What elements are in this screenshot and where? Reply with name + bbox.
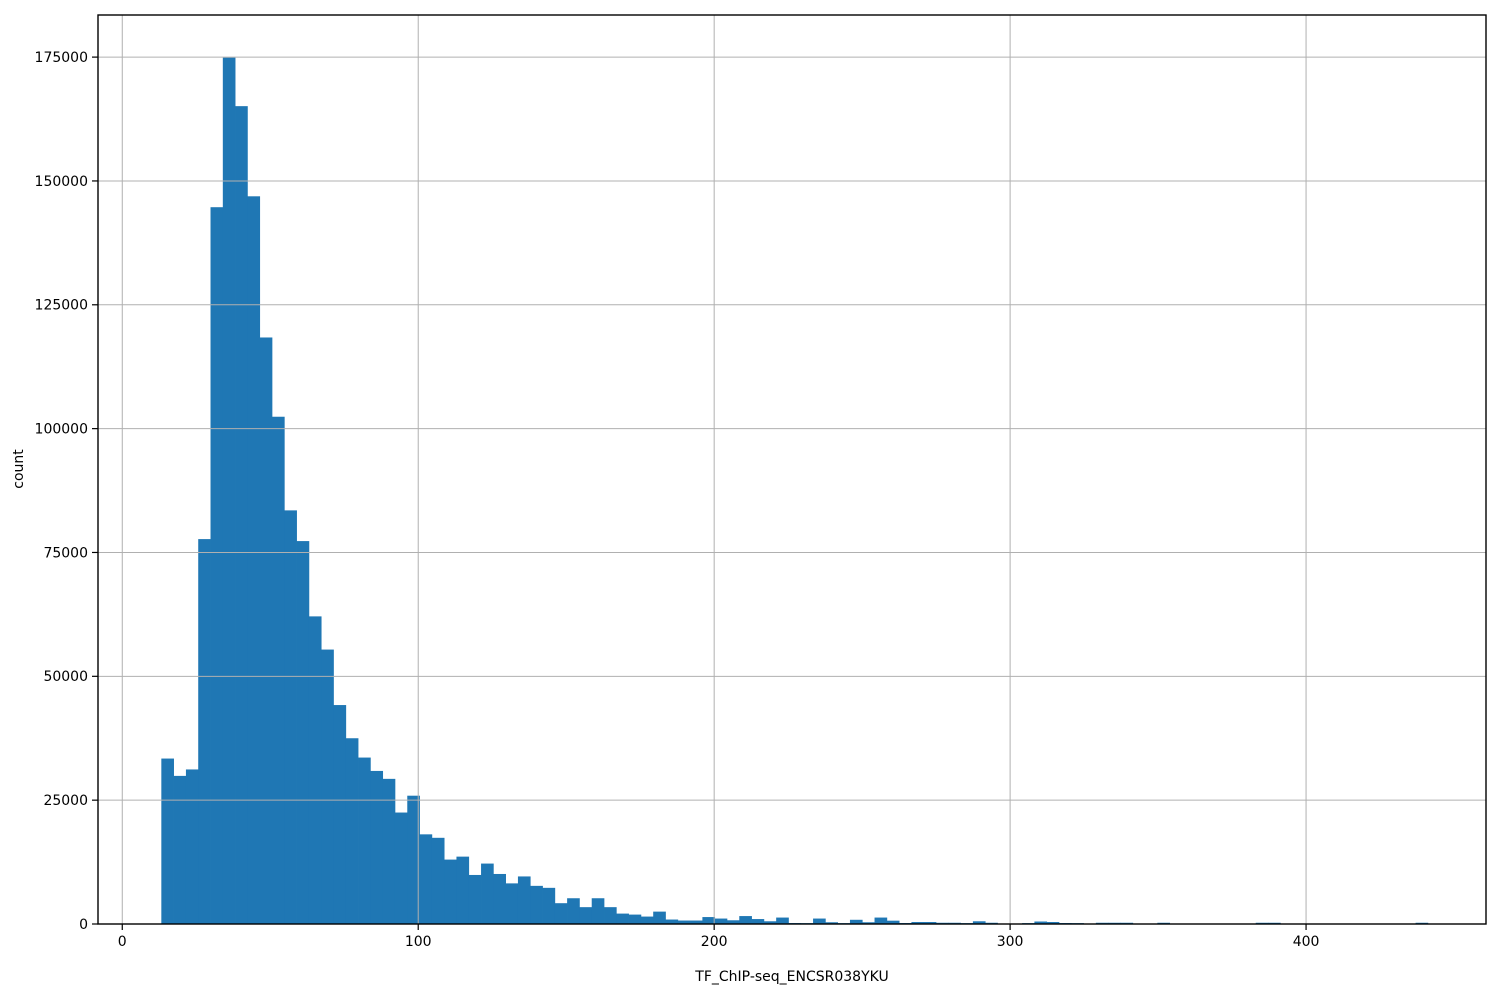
histogram-bar <box>370 770 384 924</box>
y-axis-label: count <box>11 449 27 489</box>
y-tick-label: 150000 <box>35 174 88 190</box>
axis-tick-labels: 0 100 200 300 400 0 25000 50000 75000 100000 12500… <box>35 50 1320 950</box>
x-tick-label: 0 <box>118 934 127 950</box>
histogram-bar <box>358 757 371 924</box>
histogram-bar <box>161 758 174 924</box>
histogram-bar <box>222 57 236 925</box>
y-tick-label: 50000 <box>43 669 88 685</box>
histogram-bars <box>161 57 1429 925</box>
histogram-bar <box>296 541 310 924</box>
histogram-bar <box>481 863 494 924</box>
histogram-bar <box>321 649 334 924</box>
histogram-bar <box>333 705 347 924</box>
y-tick-label: 125000 <box>35 298 88 314</box>
histogram-bar <box>911 922 925 924</box>
histogram-bar <box>185 769 199 924</box>
histogram-bar <box>517 876 531 924</box>
x-tick-label: 300 <box>997 934 1024 950</box>
y-tick-label: 100000 <box>35 421 88 437</box>
histogram-bar <box>542 887 556 924</box>
y-tick-label: 25000 <box>43 793 88 809</box>
histogram-bar <box>431 837 445 924</box>
x-tick-label: 400 <box>1293 934 1320 950</box>
histogram-bar <box>579 907 593 924</box>
x-tick-label: 100 <box>405 934 432 950</box>
histogram-bar <box>825 922 838 924</box>
histogram-bar <box>628 914 642 924</box>
histogram-bar <box>726 920 740 924</box>
histogram-bar <box>653 911 666 924</box>
histogram-bar <box>616 913 629 924</box>
histogram-bar <box>493 873 506 924</box>
histogram-bar <box>407 795 420 924</box>
histogram-bar <box>272 416 285 924</box>
histogram-bar <box>739 916 752 924</box>
histogram-bar <box>874 917 888 924</box>
histogram-bar <box>972 921 986 924</box>
histogram-bar <box>505 883 519 924</box>
plot-spines <box>97 14 1487 925</box>
histogram-bar <box>677 920 691 924</box>
histogram-bar <box>394 812 408 924</box>
histogram-bar <box>923 922 937 924</box>
histogram-bar <box>444 859 457 924</box>
x-axis-label: TF_ChIP-seq_ENCSR038YKU <box>694 969 888 985</box>
axis-ticks <box>92 56 1307 930</box>
histogram-bar <box>345 738 359 924</box>
y-tick-label: 0 <box>79 917 88 933</box>
histogram-bar <box>259 337 273 925</box>
histogram-bar <box>813 918 826 924</box>
histogram-bar <box>1034 921 1048 924</box>
histogram-bar <box>665 919 679 924</box>
histogram-bar <box>1046 922 1060 924</box>
histogram-bar <box>604 907 617 924</box>
histogram-bar <box>849 919 863 924</box>
histogram-bar <box>690 920 703 924</box>
gridlines <box>98 15 1486 925</box>
histogram-bar <box>640 916 654 924</box>
histogram-bar <box>567 898 580 924</box>
plot-border <box>97 14 1487 925</box>
y-tick-label: 75000 <box>43 545 88 561</box>
histogram-bar <box>198 539 211 924</box>
histogram-bar <box>173 775 187 924</box>
histogram-bar <box>284 510 297 924</box>
histogram-bar <box>554 903 568 924</box>
histogram-bar <box>247 196 261 925</box>
histogram-bar <box>468 874 482 924</box>
histogram-bar <box>308 616 322 924</box>
histogram-bar <box>382 778 396 924</box>
histogram-bar <box>886 920 900 924</box>
y-tick-label: 175000 <box>35 50 88 66</box>
histogram-bar <box>862 922 875 924</box>
histogram-bar <box>702 917 716 924</box>
histogram-bar <box>591 898 605 924</box>
histogram-bar <box>763 921 777 924</box>
histogram-bar <box>235 106 248 924</box>
histogram-bar <box>751 919 765 924</box>
histogram-bar <box>210 207 224 924</box>
x-tick-label: 200 <box>701 934 728 950</box>
histogram-bar <box>530 885 543 924</box>
histogram-bar <box>714 918 728 924</box>
histogram-bar <box>776 917 789 924</box>
histogram-bar <box>419 834 433 924</box>
histogram-bar <box>456 856 470 924</box>
